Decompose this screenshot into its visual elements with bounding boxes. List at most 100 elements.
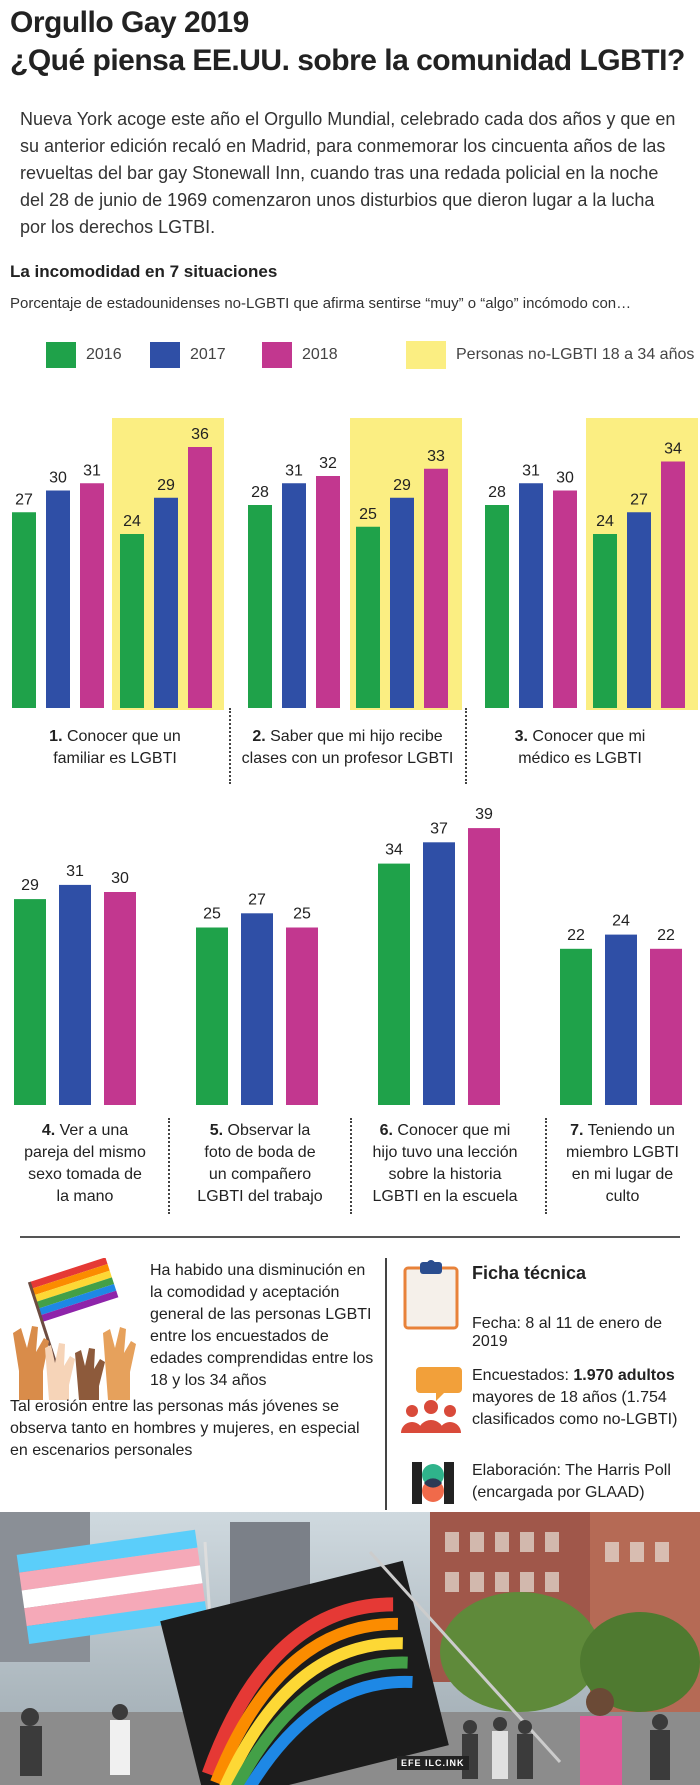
bar-label-3-all-2016: 28 [488,484,506,501]
chart-row-2: 29 31 30 25 27 25 34 37 39 22 24 22 [14,806,682,1105]
caption-7-line2: miembro LGBTI [566,1144,679,1161]
caption-7-line3: en mi lugar de [571,1166,674,1183]
bar-label-6-all-2018: 39 [475,806,493,823]
ficha-fecha: Fecha: 8 al 11 de enero de 2019 [472,1315,663,1350]
bar-label-4-all-2018: 30 [111,870,129,887]
ficha-divider [385,1258,387,1510]
divider [350,1118,352,1214]
legend-2016: 2016 [46,340,122,370]
legend-label-2018: 2018 [302,346,338,363]
bar-5-all-2016 [196,927,228,1105]
bar-label-5-all-2016: 25 [203,906,221,923]
bar-4-all-2016 [14,899,46,1105]
caption-2: 2. Saber que mi hijo recibe clases con u… [235,726,460,770]
bar-label-7-all-2016: 22 [567,927,585,944]
caption-1-line2: familiar es LGBTI [53,750,177,767]
harris-poll-logo-icon [412,1462,454,1504]
legend-swatch-2016 [46,342,76,368]
bar-2-young-2016 [356,526,380,708]
bar-label-1-all-2018: 31 [83,462,101,479]
bar-1-young-2017 [154,497,178,708]
caption-6: 6. Conocer que mi hijo tuvo una lección … [355,1120,535,1208]
bar-1-all-2017 [46,490,70,708]
bar-1-young-2016 [120,534,144,708]
caption-3-line1: Conocer que mi [527,728,646,745]
caption-4-line1: Ver a una [55,1122,129,1139]
ficha-encuestados: Encuestados: 1.970 adultos mayores de 18… [472,1365,692,1431]
bar-label-1-young-2018: 36 [191,426,209,443]
legend-label-2017: 2017 [190,346,226,363]
caption-5: 5. Observar la foto de boda de un compañ… [180,1120,340,1208]
caption-5-number: 5. [209,1122,224,1139]
caption-3: 3. Conocer que mi médico es LGBTI [480,726,680,770]
caption-1-line1: Conocer que un [62,728,181,745]
caption-4-line2: pareja del mismo [24,1144,146,1161]
divider [545,1118,547,1214]
caption-4-line3: sexo tomada de [28,1166,142,1183]
bar-7-all-2017 [605,934,637,1105]
bar-3-all-2017 [519,483,543,708]
caption-2-line1: Saber que mi hijo recibe [265,728,443,745]
encuestados-detail: mayores de 18 años (1.754 clasificados c… [472,1389,678,1428]
bar-7-all-2018 [650,948,682,1105]
caption-2-line2: clases con un profesor LGBTI [241,750,454,767]
bar-label-2-young-2018: 33 [427,448,445,465]
caption-3-number: 3. [514,728,528,745]
bar-label-1-young-2016: 24 [123,513,141,530]
intro-paragraph: Nueva York acoge este año el Orgullo Mun… [20,109,676,237]
bar-6-all-2017 [423,842,455,1105]
bar-7-all-2016 [560,948,592,1105]
bar-label-5-all-2017: 27 [248,891,266,908]
section-divider [20,1236,680,1238]
bar-label-3-all-2018: 30 [556,470,574,487]
bar-label-4-all-2016: 29 [21,877,39,894]
bar-label-5-all-2018: 25 [293,906,311,923]
bar-label-6-all-2016: 34 [385,842,403,859]
legend-2018: 2018 [262,340,338,370]
bar-label-7-all-2018: 22 [657,927,675,944]
bar-label-2-all-2016: 28 [251,484,269,501]
bar-label-2-young-2016: 25 [359,506,377,523]
bar-3-all-2018 [553,490,577,708]
bar-1-all-2018 [80,483,104,708]
bar-3-young-2018 [661,461,685,708]
bar-label-3-young-2017: 27 [630,491,648,508]
caption-1: 1. Conocer que un familiar es LGBTI [15,726,215,770]
legend-swatch-2017 [150,342,180,368]
page-title: Orgullo Gay 2019 [10,6,249,39]
bar-3-young-2016 [593,534,617,708]
legend-2017: 2017 [150,340,226,370]
people-speech-icon [401,1367,462,1433]
caption-4-number: 4. [41,1122,56,1139]
encuestados-count: 1.970 adultos [573,1367,675,1384]
caption-7-line1: Teniendo un [583,1122,675,1139]
bar-2-young-2018 [424,468,448,708]
bar-6-all-2018 [468,828,500,1105]
section-subtitle: Porcentaje de estadounidenses no-LGBTI q… [10,295,632,312]
bar-label-6-all-2017: 37 [430,820,448,837]
legend-swatch-2018 [262,342,292,368]
encuestados-label: Encuestados: [472,1367,574,1384]
caption-5-line3: un compañero [208,1166,312,1183]
bar-6-all-2016 [378,863,410,1105]
caption-6-line1: Conocer que mi [392,1122,511,1139]
caption-5-line2: foto de boda de [204,1144,316,1161]
caption-6-line4: LGBTI en la escuela [372,1188,518,1205]
bar-3-young-2017 [627,512,651,708]
bar-4-all-2018 [104,892,136,1105]
bar-3-all-2016 [485,505,509,708]
note-decline: Ha habido una disminución en la comodida… [150,1262,374,1389]
bar-label-2-all-2017: 31 [285,462,303,479]
bar-label-2-young-2017: 29 [393,477,411,494]
legend-label-2016: 2016 [86,346,122,363]
bar-1-all-2016 [12,512,36,708]
bar-label-7-all-2017: 24 [612,913,630,930]
caption-7: 7. Teniendo un miembro LGBTI en mi lugar… [555,1120,690,1208]
ficha-elaboracion: Elaboración: The Harris Poll (encargada … [472,1462,671,1501]
bar-4-all-2017 [59,884,91,1105]
caption-2-number: 2. [252,728,266,745]
hands-flag-icon [13,1258,136,1400]
bar-label-3-young-2018: 34 [664,441,682,458]
bar-1-young-2018 [188,447,212,708]
caption-5-line1: Observar la [223,1122,311,1139]
